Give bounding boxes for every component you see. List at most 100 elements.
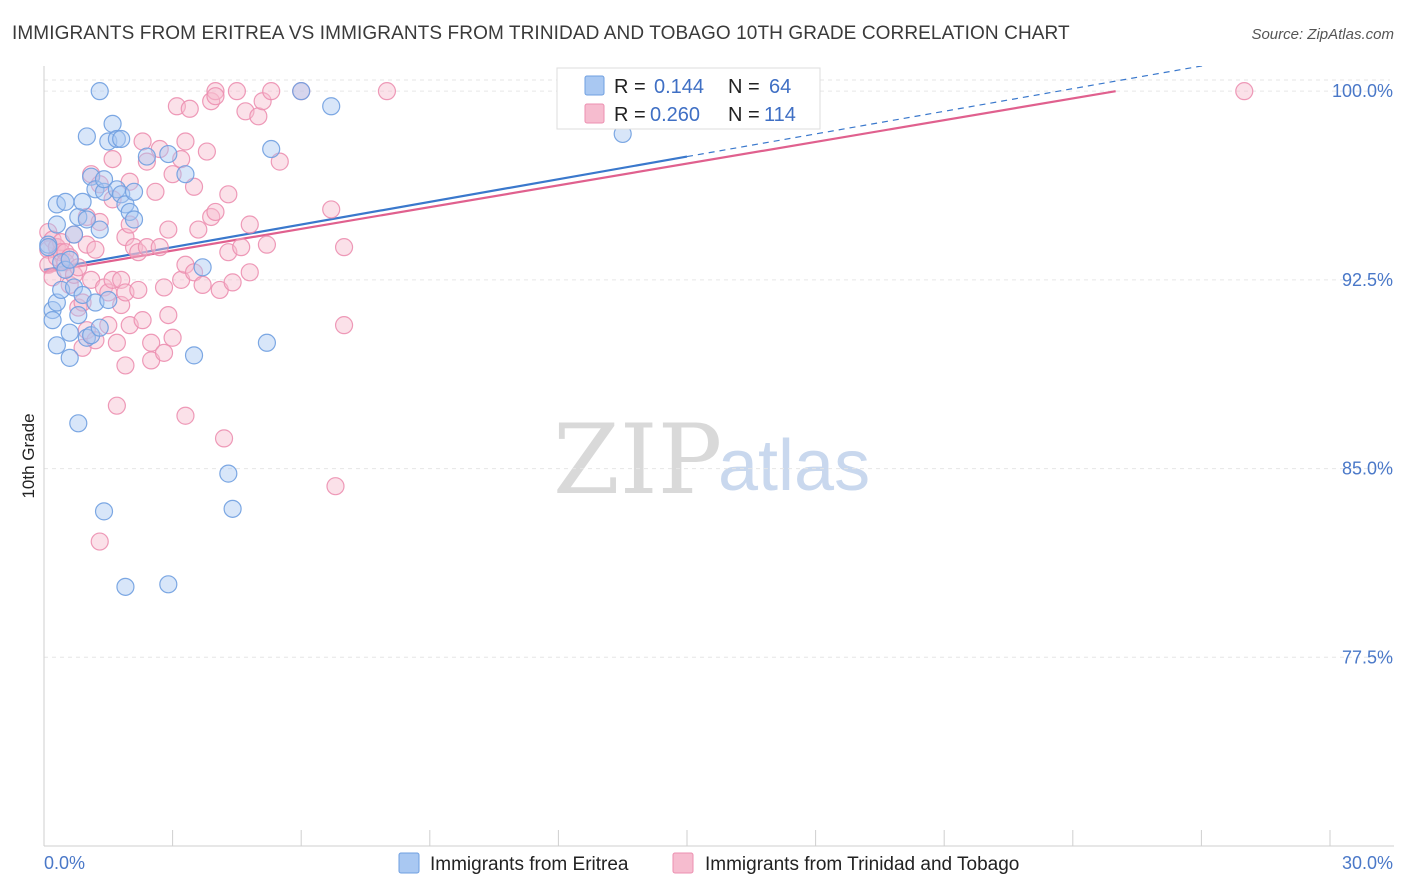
x-tick-label-left: 0.0% (44, 853, 85, 873)
watermark-atlas: atlas (718, 426, 870, 506)
scatter-point-eritrea (176, 165, 195, 184)
trend-line-eritrea (44, 155, 688, 271)
scatter-point-eritrea (107, 129, 126, 149)
scatter-point-eritrea (137, 147, 156, 166)
scatter-point-trinidad (184, 263, 204, 282)
x-tick-label-right: 30.0% (1342, 853, 1393, 873)
scatter-point-trinidad (90, 532, 109, 551)
bottom-legend-swatch-trinidad (672, 852, 694, 874)
scatter-point-trinidad (133, 132, 152, 151)
scatter-point-trinidad (180, 99, 199, 118)
scatter-point-trinidad (154, 278, 174, 297)
scatter-point-trinidad (326, 477, 345, 496)
legend-swatch-eritrea (584, 75, 605, 96)
bottom-legend: Immigrants from Eritrea Immigrants from … (398, 852, 1019, 875)
grid-layer (44, 79, 1390, 658)
scatter-point-eritrea (69, 414, 88, 433)
scatter-point-trinidad (227, 82, 246, 101)
legend-r-value-trinidad: 0.260 (650, 104, 700, 126)
source-label: Source: ZipAtlas.com (1251, 26, 1394, 43)
legend-r-value-eritrea: 0.144 (654, 76, 704, 98)
legend-n-label-trinidad: N = (728, 104, 760, 126)
scatter-point-eritrea (90, 82, 109, 101)
scatter-point-eritrea (257, 333, 277, 352)
scatter-point-trinidad (322, 200, 341, 219)
y-tick-label: 92.5% (1342, 270, 1393, 290)
scatter-point-eritrea (69, 305, 88, 325)
scatter-point-eritrea (90, 220, 109, 239)
scatter-point-trinidad (159, 220, 178, 239)
chart-title: IMMIGRANTS FROM ERITREA VS IMMIGRANTS FR… (12, 23, 1070, 44)
bottom-legend-eritrea: Immigrants from Eritrea (430, 854, 629, 875)
scatter-point-trinidad (142, 333, 161, 352)
scatter-point-eritrea (184, 346, 204, 365)
trend-line-trinidad (44, 90, 1116, 274)
scatter-point-trinidad (146, 182, 165, 201)
scatter-point-eritrea (43, 311, 62, 330)
scatter-point-trinidad (163, 165, 182, 184)
bottom-legend-swatch-eritrea (398, 852, 420, 874)
scatter-point-trinidad (206, 82, 225, 101)
y-tick-labels: 100.0% 92.5% 85.0% 77.5% (1332, 81, 1393, 667)
y-tick-label: 77.5% (1342, 647, 1393, 667)
scatter-point-trinidad (214, 429, 234, 448)
axis-layer (43, 66, 1394, 847)
top-legend: R = 0.144 N = 64 R = 0.260 N = 114 (556, 67, 821, 130)
scatter-point-eritrea (116, 577, 135, 596)
scatter-point-trinidad (137, 152, 156, 171)
scatter-point-trinidad (159, 305, 178, 325)
scatter-point-trinidad (77, 235, 96, 254)
scatter-point-trinidad (129, 280, 148, 300)
scatter-point-eritrea (39, 238, 58, 257)
trend-layer (44, 66, 1205, 274)
scatter-point-trinidad (219, 185, 238, 204)
scatter-point-eritrea (219, 464, 238, 483)
scatter-point-trinidad (262, 82, 281, 101)
scatter-point-eritrea (99, 290, 118, 310)
legend-n-label-eritrea: N = (728, 76, 760, 98)
legend-r-label-trinidad: R = (614, 104, 646, 126)
scatter-point-trinidad (176, 406, 195, 425)
scatter-point-trinidad (116, 356, 135, 375)
scatter-point-trinidad (1235, 82, 1254, 101)
scatter-point-trinidad (240, 215, 259, 234)
y-tick-label: 100.0% (1332, 81, 1393, 101)
points-layer (39, 82, 1254, 596)
scatter-point-eritrea (77, 210, 96, 229)
scatter-point-eritrea (60, 323, 79, 342)
scatter-point-eritrea (262, 139, 281, 159)
scatter-point-trinidad (184, 177, 204, 196)
scatter-point-trinidad (232, 238, 251, 257)
scatter-point-eritrea (223, 499, 242, 518)
legend-n-value-trinidad: 114 (764, 104, 796, 126)
scatter-point-eritrea (56, 260, 75, 279)
scatter-point-eritrea (159, 144, 178, 164)
scatter-point-eritrea (47, 336, 66, 355)
legend-r-label-eritrea: R = (614, 76, 646, 98)
scatter-point-eritrea (193, 258, 212, 277)
legend-n-value-eritrea: 64 (769, 76, 791, 98)
scatter-point-trinidad (240, 263, 259, 282)
scatter-point-trinidad (103, 149, 122, 169)
scatter-point-trinidad (334, 316, 354, 335)
scatter-point-eritrea (90, 318, 109, 337)
scatter-point-trinidad (270, 152, 289, 171)
scatter-point-eritrea (60, 348, 79, 367)
y-tick-label: 85.0% (1342, 459, 1393, 479)
scatter-point-trinidad (257, 235, 277, 254)
scatter-point-trinidad (133, 311, 152, 330)
scatter-point-eritrea (124, 210, 144, 229)
scatter-point-trinidad (137, 238, 156, 257)
scatter-point-trinidad (193, 275, 212, 295)
scatter-point-trinidad (377, 82, 397, 101)
scatter-point-eritrea (94, 170, 114, 189)
legend-swatch-trinidad (584, 103, 605, 124)
scatter-point-eritrea (103, 114, 122, 133)
scatter-point-trinidad (150, 238, 169, 257)
bottom-legend-trinidad: Immigrants from Trinidad and Tobago (705, 854, 1019, 875)
scatter-point-trinidad (334, 238, 354, 257)
scatter-point-eritrea (77, 127, 96, 146)
scatter-point-trinidad (206, 202, 225, 222)
scatter-point-eritrea (322, 97, 341, 116)
